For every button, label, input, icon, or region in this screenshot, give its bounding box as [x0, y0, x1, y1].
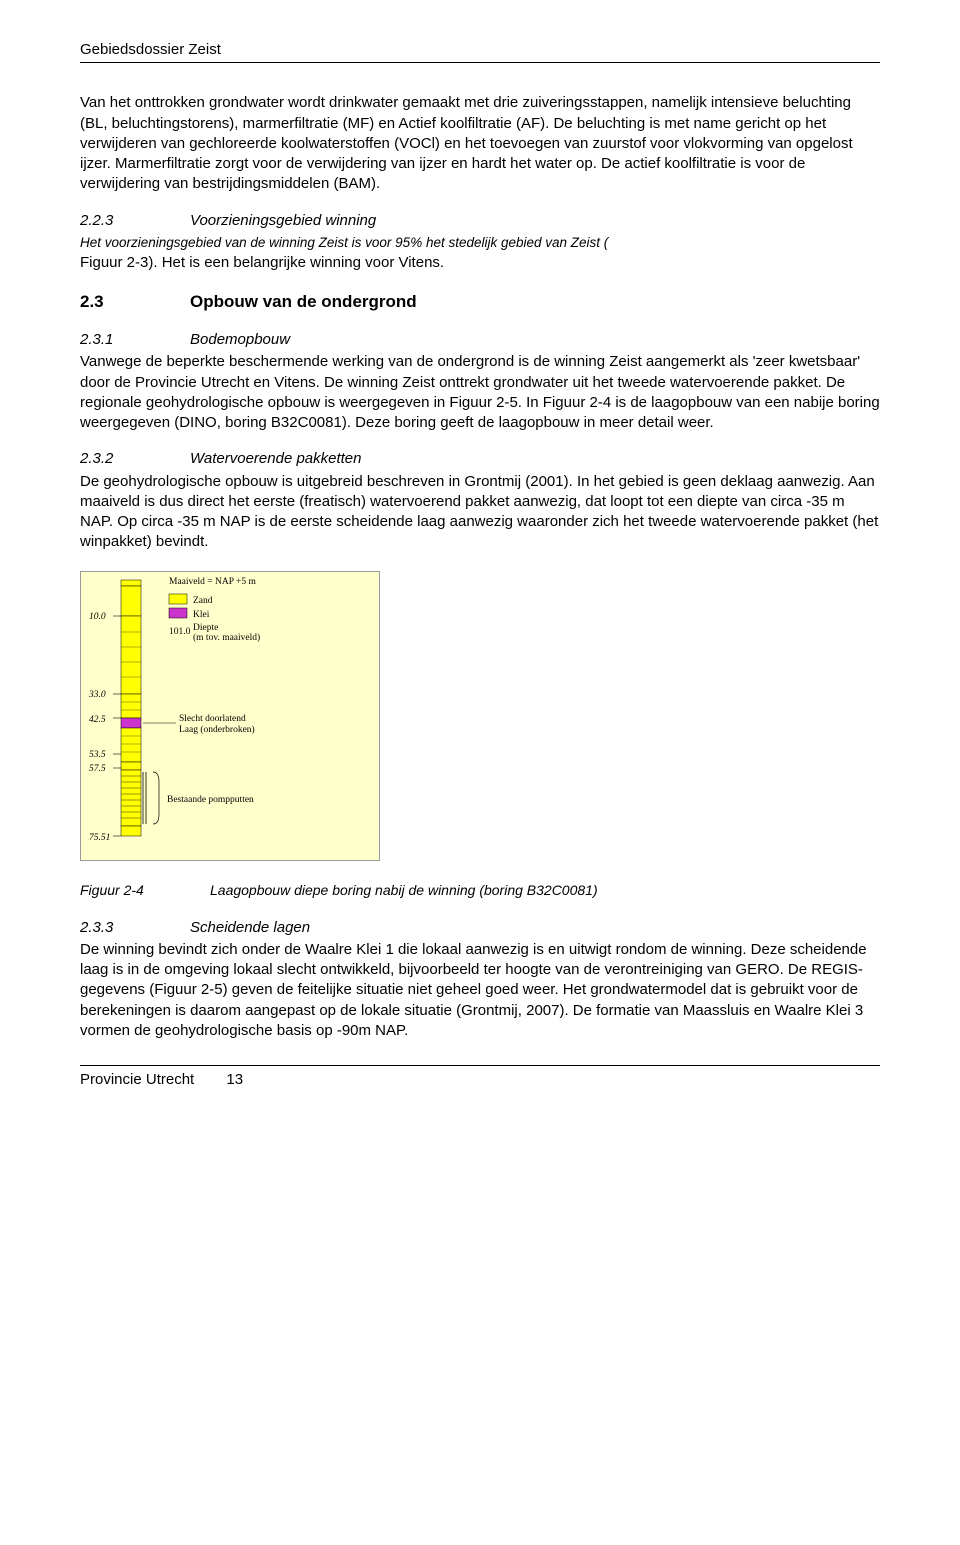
heading-2-3-1: 2.3.1Bodemopbouw: [80, 330, 880, 350]
legend-klei: Klei: [193, 610, 210, 620]
heading-title: Scheidende lagen: [190, 919, 310, 936]
heading-title: Watervoerende pakketten: [190, 450, 362, 467]
legend-diepte2: (m tov. maaiveld): [193, 632, 260, 643]
footer-page: 13: [226, 1070, 243, 1090]
page-header: Gebiedsdossier Zeist: [80, 40, 880, 63]
heading-num: 2.3: [80, 291, 190, 314]
heading-2-3: 2.3Opbouw van de ondergrond: [80, 291, 880, 314]
note-text-2: Figuur 2-3). Het is een belangrijke winn…: [80, 254, 444, 271]
figure-2-4: 10.0 33.0 42.5 53.5 57.5 75.51 Maaiveld …: [80, 571, 380, 861]
legend-zand: Zand: [193, 596, 213, 606]
fig-title: Maaiveld = NAP +5 m: [169, 577, 256, 587]
paragraph-2-3-3: De winning bevindt zich onder de Waalre …: [80, 940, 880, 1041]
heading-title: Bodemopbouw: [190, 331, 290, 348]
figure-caption-text: Laagopbouw diepe boring nabij de winning…: [210, 882, 598, 898]
heading-2-3-3: 2.3.3Scheidende lagen: [80, 918, 880, 938]
footer-org: Provincie Utrecht: [80, 1071, 194, 1088]
page-footer: Provincie Utrecht 13: [80, 1065, 880, 1090]
anno-laag: Laag (onderbroken): [179, 724, 255, 735]
depth-42-5: 42.5: [89, 715, 106, 725]
heading-2-3-2: 2.3.2Watervoerende pakketten: [80, 449, 880, 469]
depth-53-5: 53.5: [89, 750, 106, 760]
anno-slecht: Slecht doorlatend: [179, 714, 246, 724]
heading-2-2-3: 2.2.3Voorzieningsgebied winning: [80, 211, 880, 231]
heading-num: 2.3.1: [80, 330, 190, 350]
legend-diepte: Diepte: [193, 623, 218, 633]
depth-10: 10.0: [89, 612, 106, 622]
heading-num: 2.3.2: [80, 449, 190, 469]
depth-57-5: 57.5: [89, 764, 106, 774]
depth-75-51: 75.51: [89, 833, 110, 843]
header-title: Gebiedsdossier Zeist: [80, 41, 221, 58]
anno-pompputten: Bestaande pompputten: [167, 795, 254, 805]
heading-num: 2.2.3: [80, 211, 190, 231]
paragraph-intro: Van het onttrokken grondwater wordt drin…: [80, 93, 880, 194]
figure-2-4-caption: Figuur 2-4Laagopbouw diepe boring nabij …: [80, 881, 880, 900]
paragraph-2-3-2: De geohydrologische opbouw is uitgebreid…: [80, 472, 880, 553]
section-2-2-3-body: Het voorzieningsgebied van de winning Ze…: [80, 233, 880, 274]
heading-title: Opbouw van de ondergrond: [190, 292, 417, 311]
heading-num: 2.3.3: [80, 918, 190, 938]
paragraph-2-3-1: Vanwege de beperkte beschermende werking…: [80, 352, 880, 433]
note-text: Het voorzieningsgebied van de winning Ze…: [80, 235, 608, 250]
depth-33: 33.0: [88, 690, 106, 700]
heading-title: Voorzieningsgebied winning: [190, 212, 376, 229]
legend-101: 101.0: [169, 627, 191, 637]
borehole-svg: 10.0 33.0 42.5 53.5 57.5 75.51 Maaiveld …: [81, 572, 381, 862]
figure-num: Figuur 2-4: [80, 881, 210, 900]
